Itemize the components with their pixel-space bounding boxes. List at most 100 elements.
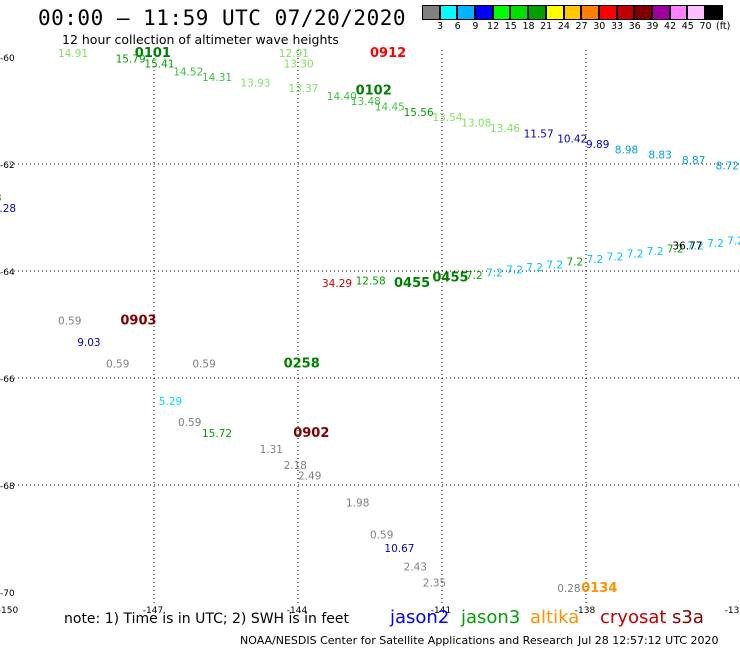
swh-value-label: 11.28 <box>0 203 16 215</box>
satellite-legend-altika: altika <box>530 607 580 628</box>
color-scale-cell <box>510 5 529 20</box>
swh-value-label: 8.98 <box>615 144 638 156</box>
color-scale-cell <box>563 5 582 20</box>
swh-track-mark: 7.2 <box>546 259 563 271</box>
color-scale-label: 30 <box>593 21 606 32</box>
latitude-tick-label: -60 <box>0 54 15 64</box>
page-subtitle: 12 hour collection of altimeter wave hei… <box>62 32 339 47</box>
swh-value-label: 0.59 <box>106 358 129 370</box>
swh-value-label: 15.41 <box>144 59 174 71</box>
swh-value-label: 15.79 <box>116 53 146 65</box>
color-scale-cell <box>492 5 511 20</box>
swh-value-label: 34.29 <box>322 278 352 290</box>
swh-track-mark: 7.2 <box>466 270 483 282</box>
swh-value-label: 9.03 <box>77 337 100 349</box>
swh-track-mark: 7.2 <box>667 243 684 255</box>
color-scale-cell <box>669 5 688 20</box>
swh-value-label: 2.35 <box>423 578 446 590</box>
pass-time-label: 0455 <box>394 276 430 291</box>
swh-value-label: 13.54 <box>432 112 462 124</box>
swh-value-label: 10.67 <box>384 543 414 555</box>
latitude-tick-label: -68 <box>0 482 15 492</box>
color-scale-cell <box>457 5 476 20</box>
swh-color-scale <box>422 5 723 20</box>
swh-value-label: 8.72 <box>716 160 739 172</box>
swh-track-mark: 7.2 <box>526 262 543 274</box>
swh-track-mark: 7.2 <box>486 267 503 279</box>
color-scale-label: 15 <box>504 21 517 32</box>
longitude-tick-label: -144 <box>287 606 308 616</box>
swh-value-label: 1.98 <box>346 497 369 509</box>
swh-value-label: 0.28 <box>557 583 580 595</box>
swh-value-label: 14.52 <box>173 67 203 79</box>
color-scale-label: (ft) <box>716 21 731 32</box>
satellite-legend-jason2: jason2 <box>390 607 450 628</box>
swh-value-label: 12.58 <box>356 275 386 287</box>
color-scale-label: 36 <box>628 21 641 32</box>
color-scale-label: 70 <box>699 21 712 32</box>
latitude-tick-label: -64 <box>0 268 15 278</box>
credit-line: NOAA/NESDIS Center for Satellite Applica… <box>240 634 574 647</box>
swh-value-label: 8.83 <box>648 150 671 162</box>
longitude-tick-label: -150 <box>0 606 18 616</box>
footer-note: note: 1) Time is in UTC; 2) SWH is in fe… <box>64 611 350 627</box>
pass-time-label: 0101 <box>135 46 171 61</box>
swh-track-mark: 7.2 <box>727 235 740 247</box>
color-scale-label: 6 <box>454 21 461 32</box>
color-scale-cell <box>545 5 564 20</box>
swh-value-label: 5.29 <box>159 396 182 408</box>
swh-value-label: 8.87 <box>682 155 705 167</box>
swh-track-mark: 7.2 <box>647 246 664 258</box>
color-scale-label: 21 <box>540 21 553 32</box>
swh-track-mark: 7.2 <box>607 251 624 263</box>
page-title: 00:00 – 11:59 UTC 07/20/2020 <box>38 6 407 30</box>
color-scale-label: 39 <box>646 21 659 32</box>
color-scale-cell <box>422 5 440 20</box>
swh-value-label: 9.89 <box>586 139 609 151</box>
swh-value-label: 1.31 <box>260 444 283 456</box>
pass-time-label: 0912 <box>370 46 406 61</box>
color-scale-cell <box>528 5 546 20</box>
color-scale-label: 12 <box>487 21 500 32</box>
swh-value-label: 2.43 <box>404 562 427 574</box>
color-scale-cell <box>439 5 458 20</box>
color-scale-cell <box>651 5 670 20</box>
color-scale-label: 45 <box>681 21 694 32</box>
color-scale-cell <box>634 5 652 20</box>
swh-value-label: 14.91 <box>58 48 88 60</box>
pass-time-label: 0455 <box>432 271 468 286</box>
color-scale-cell <box>598 5 617 20</box>
color-scale-label: 18 <box>522 21 535 32</box>
color-scale-label: 9 <box>472 21 479 32</box>
longitude-tick-label: -141 <box>431 606 451 616</box>
swh-value-label: 0.59 <box>370 530 393 542</box>
swh-value-label: 14.45 <box>375 102 405 114</box>
swh-value-label: 15.72 <box>202 428 232 440</box>
swh-track-mark: 7.2 <box>506 265 523 277</box>
swh-value-label: 13.48 <box>351 96 381 108</box>
swh-value-label: 0.59 <box>58 316 81 328</box>
swh-value-label: 13.46 <box>490 123 520 135</box>
color-scale-label: 3 <box>436 21 444 32</box>
swh-track-mark: 7.2 <box>587 254 604 266</box>
color-scale-cell <box>475 5 493 20</box>
longitude-tick-label: -13 <box>725 606 740 616</box>
swh-track-mark: 7.2 <box>566 257 583 269</box>
swh-value-label: 11.57 <box>524 128 554 140</box>
color-scale-label: 27 <box>575 21 588 32</box>
satellite-legend-s3a: s3a <box>672 607 704 628</box>
latitude-tick-label: -66 <box>0 375 15 385</box>
swh-track-mark: 7.2 <box>687 241 704 253</box>
swh-value-label: 0.59 <box>192 358 215 370</box>
swh-value-label: 15.33 <box>0 192 2 204</box>
swh-value-label: 15.56 <box>404 107 434 119</box>
swh-value-label: 14.40 <box>327 91 357 103</box>
color-scale-cell <box>687 5 705 20</box>
swh-value-label: 13.93 <box>240 77 270 89</box>
longitude-tick-label: -147 <box>143 606 163 616</box>
color-scale-cell <box>705 5 723 20</box>
swh-value-label: 2.49 <box>298 471 321 483</box>
swh-value-label: 13.08 <box>461 118 491 130</box>
swh-track-mark: 7.2 <box>707 238 724 250</box>
